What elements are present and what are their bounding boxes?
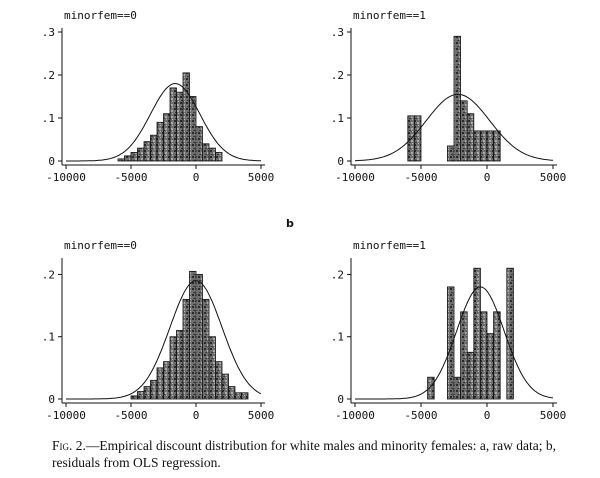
x-tick-label: 0 [484,409,491,422]
histogram-bar [446,145,455,162]
histogram-bar [117,158,125,162]
caption-lead: Fig. 2. [52,438,86,453]
histogram-bar [176,91,184,162]
histogram-bar [460,311,468,400]
x-tick-label: -10000 [335,409,375,422]
histogram-bar [208,336,216,400]
histogram-bar [163,113,171,162]
x-tick-label: 5000 [248,171,275,184]
histogram-bar [479,130,488,162]
normal-density-curve [354,93,554,162]
y-tick-label: 0 [337,155,344,168]
x-tick-label: 0 [193,171,200,184]
panel-title: minorfem==1 [353,9,426,22]
y-tick-label: .3 [331,26,344,39]
histogram-bar [163,361,171,400]
panel-title: minorfem==0 [64,239,137,252]
histogram-bar [143,386,151,400]
y-tick-label: 0 [48,155,55,168]
histogram-bar [202,298,210,400]
histogram-bar [182,298,190,400]
histogram-bar [195,274,203,400]
histogram-bar [137,147,145,162]
histogram-bar [176,330,184,400]
y-tick-label: .1 [331,112,344,125]
panel-label-b: b [286,217,294,230]
x-tick-label: -10000 [335,171,375,184]
histogram-bar [189,270,197,400]
x-tick-label: -10000 [46,171,86,184]
y-tick-label: .1 [42,331,55,344]
histogram-bar [130,151,138,162]
histogram-bar [453,376,461,400]
histogram-bar [137,391,145,400]
chart-panel-4: minorfem==1 0 .1 .2 -10000 -5000 0 5000 [331,239,567,422]
panel-title: minorfem==1 [353,239,426,252]
histogram-bar [493,130,501,162]
caption-text: —Empirical discount distribution for whi… [52,438,557,470]
y-tick-label: .2 [331,69,344,82]
histogram-bar [156,367,164,400]
histogram-bar [466,351,475,400]
histogram-bar [413,115,422,162]
histogram-bar [493,311,501,400]
x-tick-label: 5000 [540,409,567,422]
histogram-bar [130,395,138,400]
x-tick-label: 5000 [540,171,567,184]
histogram-bar [124,155,132,162]
histogram-bar [143,141,151,162]
histogram-bar [215,151,223,162]
histogram-bar [189,96,197,162]
y-tick-label: .1 [42,112,55,125]
y-tick-label: .2 [42,268,55,281]
histogram-bar [156,121,164,162]
histogram-bar [150,134,158,162]
x-tick-label: -5000 [114,171,147,184]
y-tick-label: .1 [331,331,344,344]
y-tick-label: 0 [337,393,344,406]
y-tick-label: .2 [331,268,344,281]
histogram-bar [228,386,236,400]
histogram-bar [466,113,475,162]
figure-caption: Fig. 2.—Empirical discount distribution … [52,437,592,471]
chart-panel-1: minorfem==0 0 .1 .2 .3 -10000 -5000 0 5000 [42,9,275,184]
y-tick-label: .2 [42,69,55,82]
y-tick-label: 0 [48,393,55,406]
histogram-bar [221,373,229,400]
x-tick-label: -10000 [46,409,86,422]
histogram-bar [479,311,488,400]
histogram-bar [460,100,468,162]
histogram-bar [241,392,249,400]
histogram-bar [446,286,455,400]
y-tick-label: .3 [42,26,55,39]
x-tick-label: -5000 [404,171,437,184]
panel-title: minorfem==0 [64,9,137,22]
histogram-bar [215,361,223,400]
histogram-bar [169,87,177,162]
histogram-bar [150,379,158,400]
x-tick-label: 0 [484,171,491,184]
histogram-bar [234,392,242,400]
histogram-bar [195,126,203,162]
histogram-bar [486,130,494,162]
histogram-bar [169,336,177,400]
chart-panel-3: minorfem==0 0 .1 .2 -10000 -5000 0 5000 [42,239,275,422]
histogram-bar [208,147,216,162]
x-tick-label: -5000 [114,409,147,422]
histogram-bar [486,333,494,400]
normal-density-curve [66,83,261,162]
normal-density-curve [355,286,554,400]
histogram-bar [506,267,514,400]
x-tick-label: 0 [193,409,200,422]
histogram-bar [473,130,481,162]
x-tick-label: -5000 [404,409,437,422]
normal-density-curve [66,280,262,400]
chart-panel-2: minorfem==1 0 .1 .2 .3 -10000 -5000 0 5000 [331,9,567,184]
x-tick-label: 5000 [248,409,275,422]
histogram-bar [453,35,461,162]
histogram-bar [427,376,435,400]
histogram-bar [202,143,210,162]
histogram-bar [182,72,190,162]
